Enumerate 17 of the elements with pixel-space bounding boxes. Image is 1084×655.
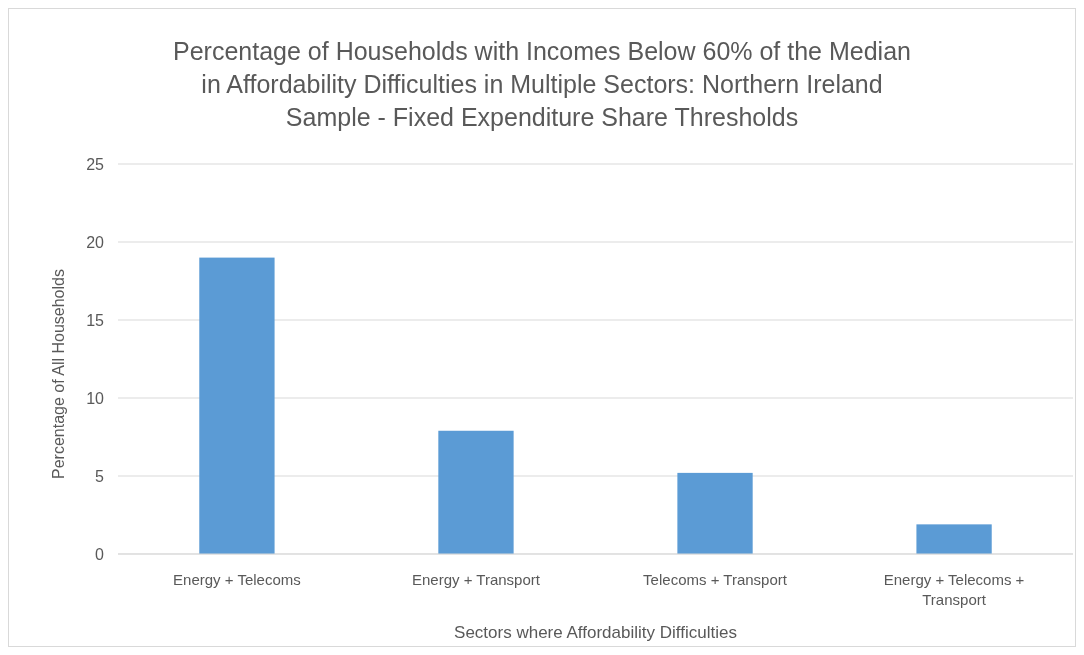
x-tick-label: Energy + Telecoms (173, 571, 301, 588)
bar (438, 430, 514, 554)
y-tick-label: 0 (95, 545, 105, 563)
chart-title: Percentage of Households with Incomes Below 60% of the Median in Affordability Difficulties in Multiple Sectors: Northern Ireland Sample - Fixed Expenditure Share Thresholds (173, 37, 911, 131)
y-tick-label: 5 (95, 467, 105, 485)
y-axis-title: Percentage of All Households (50, 269, 67, 479)
y-tick-label: 15 (86, 311, 105, 329)
y-tick-label: 20 (86, 233, 105, 251)
x-tick-label: Telecoms + Transport (643, 571, 788, 588)
y-tick-label: 10 (86, 389, 105, 407)
x-tick-label: Energy + Telecoms + Transport (883, 571, 1025, 608)
x-axis-title: Sectors where Affordability Difficulties (454, 623, 737, 642)
bar (677, 472, 753, 554)
bar (916, 524, 992, 554)
y-tick-label: 25 (86, 155, 105, 173)
bar (199, 257, 275, 554)
x-tick-label: Energy + Transport (411, 571, 541, 588)
